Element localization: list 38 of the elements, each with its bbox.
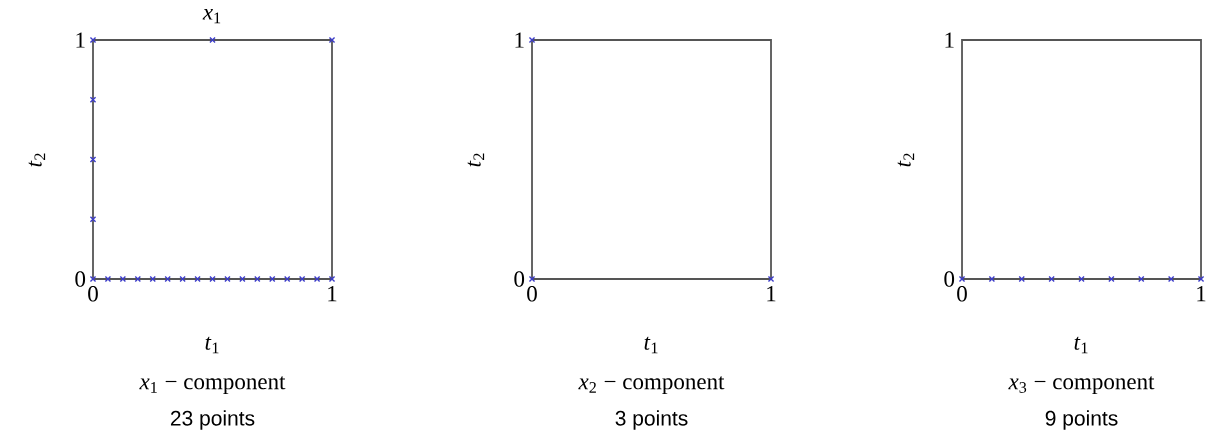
point xyxy=(104,275,112,283)
x-tick-label: 0 xyxy=(957,286,967,302)
text: 9 points xyxy=(1045,410,1118,430)
chart-title: x$_{1}$ xyxy=(202,9,221,24)
x-tick-label: 1 xyxy=(767,286,776,302)
y-axis-title: t$_{2}$ xyxy=(28,153,46,167)
point xyxy=(119,275,127,283)
y-axis-title: t$_{2}$ xyxy=(467,153,485,167)
point xyxy=(164,275,171,283)
point xyxy=(209,275,216,283)
x-tick-label: 1 xyxy=(1197,286,1206,302)
point xyxy=(194,275,201,283)
text: 23 points xyxy=(170,410,255,430)
point xyxy=(89,156,97,163)
text: 3 points xyxy=(615,410,688,430)
point xyxy=(179,275,186,283)
point xyxy=(134,275,142,283)
point xyxy=(149,275,156,283)
x-tick-label: 1 xyxy=(328,286,337,302)
point xyxy=(89,216,97,223)
point xyxy=(209,36,216,44)
point xyxy=(283,275,291,283)
point xyxy=(89,96,97,103)
x-axis-title: t$_{1}$ xyxy=(1074,336,1088,354)
point xyxy=(239,275,246,283)
point xyxy=(313,275,321,283)
text: x$_{1}$ − component xyxy=(139,376,286,395)
x-tick-label: 0 xyxy=(527,286,537,302)
point xyxy=(224,275,231,283)
text: x$_{3}$ − component xyxy=(1008,376,1155,395)
y-axis-title: t$_{2}$ xyxy=(897,153,915,167)
x-axis-title: t$_{1}$ xyxy=(644,336,658,354)
point xyxy=(254,275,261,283)
x-tick-label: 0 xyxy=(88,286,98,302)
x-axis-title: t$_{1}$ xyxy=(205,336,219,354)
point xyxy=(269,275,276,283)
point xyxy=(298,275,306,283)
text: x$_{2}$ − component xyxy=(578,376,725,395)
